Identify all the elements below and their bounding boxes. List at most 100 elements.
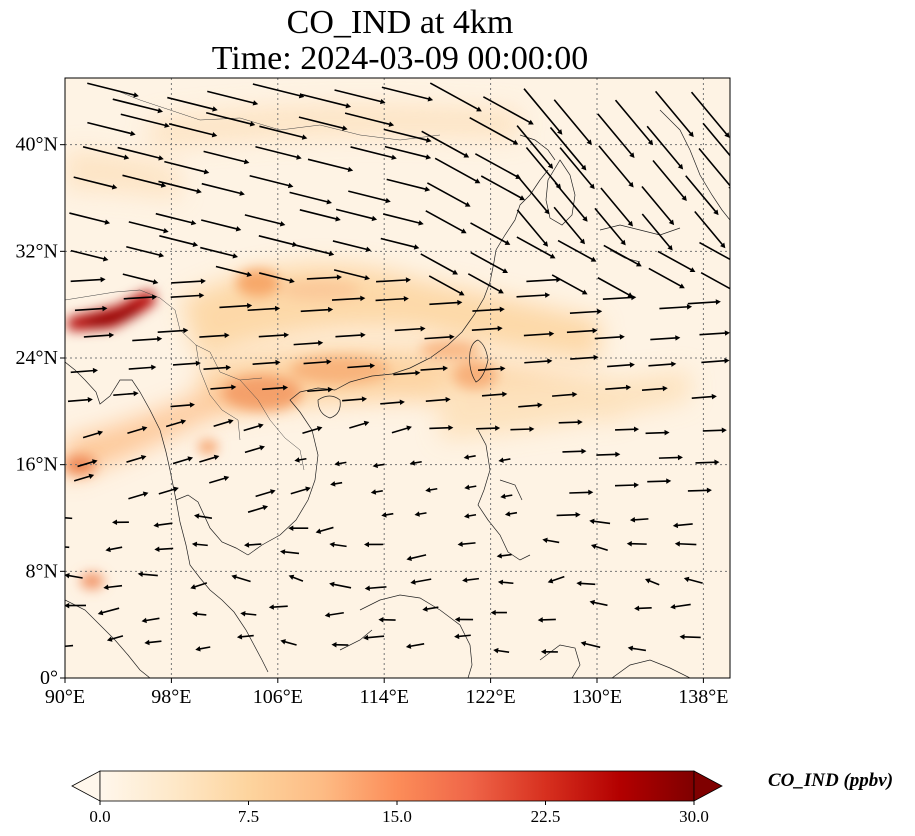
wind-arrow-head xyxy=(153,522,159,528)
colorbar-extend-low xyxy=(71,770,101,802)
wind-arrow-head xyxy=(279,221,286,227)
map-subtitle-time: Time: 2024-03-09 00:00:00 xyxy=(211,40,589,77)
wind-arrow-shaft xyxy=(252,361,278,365)
x-axis-ticks: 90°E 98°E 106°E 114°E 122°E 130°E 138°E xyxy=(45,678,729,708)
wind-arrow-shaft xyxy=(596,453,618,456)
wind-arrow-head xyxy=(187,456,194,462)
wind-arrow-shaft xyxy=(302,427,320,435)
wind-arrow-head xyxy=(627,645,634,652)
wind-arrow-head xyxy=(498,288,504,294)
wind-arrow-shaft xyxy=(200,246,236,258)
wind-arrow-shaft xyxy=(157,329,186,334)
wind-arrow-shaft xyxy=(602,296,634,300)
wind-arrow-head xyxy=(280,639,286,645)
wind-arrow-shaft xyxy=(123,296,155,300)
wind-arrow-head xyxy=(104,219,111,225)
wind-arrow-head xyxy=(247,302,253,309)
wind-vectors xyxy=(65,82,730,655)
wind-arrow-head xyxy=(189,402,195,408)
wind-arrow-head xyxy=(497,325,503,332)
wind-arrow-shaft xyxy=(243,612,257,616)
wind-arrow-head xyxy=(173,486,179,492)
wind-arrow-shaft xyxy=(526,278,559,283)
wind-arrow-shaft xyxy=(347,364,373,369)
wind-arrow-shaft xyxy=(83,334,112,338)
wind-arrow-shaft xyxy=(249,174,291,187)
wind-arrow-shaft xyxy=(614,484,637,487)
wind-arrow-shaft xyxy=(467,273,502,293)
wind-arrow-shaft xyxy=(699,241,730,261)
wind-arrow-shaft xyxy=(247,506,266,513)
wind-arrow-shaft xyxy=(600,187,632,225)
wind-arrow-head xyxy=(681,195,687,202)
wind-arrow-shaft xyxy=(641,185,673,224)
wind-arrow-head xyxy=(213,454,220,461)
wind-arrow-shaft xyxy=(429,82,480,111)
wind-arrow-head xyxy=(342,125,348,131)
wind-arrow-head xyxy=(331,642,337,648)
wind-arrow-head xyxy=(528,119,534,125)
wind-arrow-head xyxy=(244,542,250,548)
wind-arrow-shaft xyxy=(233,575,251,583)
wind-arrow-shaft xyxy=(165,420,184,428)
wind-arrow-shaft xyxy=(481,393,505,397)
wind-arrow-shaft xyxy=(307,158,351,171)
wind-arrow-shaft xyxy=(82,431,101,439)
wind-arrow-head xyxy=(672,522,679,529)
wind-arrow-shaft xyxy=(335,334,363,338)
wind-arrow-shaft xyxy=(421,130,467,157)
wind-arrow-shaft xyxy=(122,273,156,284)
wind-arrow-head xyxy=(287,182,294,189)
wind-arrow-shaft xyxy=(158,180,200,193)
wind-arrow-head xyxy=(442,365,449,372)
wind-arrow-head xyxy=(406,425,412,431)
y-tick-label: 8°N xyxy=(26,560,58,582)
wind-arrow-shaft xyxy=(482,96,532,124)
wind-arrow-head xyxy=(512,139,519,145)
y-tick-label: 40°N xyxy=(16,134,58,156)
wind-arrow-shaft xyxy=(255,145,299,159)
wind-arrow-shaft xyxy=(566,329,595,334)
wind-arrow-shaft xyxy=(469,116,517,144)
wind-arrow-shaft xyxy=(540,618,556,621)
wind-arrow-head xyxy=(379,98,386,105)
wind-arrow-shaft xyxy=(376,279,409,283)
wind-arrow-head xyxy=(683,576,690,583)
wind-arrow-head xyxy=(666,478,672,484)
wind-arrow-shaft xyxy=(255,490,273,498)
wind-arrow-shaft xyxy=(460,542,476,546)
wind-arrow-shaft xyxy=(291,575,304,582)
wind-arrow-head xyxy=(577,419,583,425)
wind-arrow-shaft xyxy=(244,446,263,454)
wind-arrow-head xyxy=(647,139,654,146)
wind-arrow-head xyxy=(92,367,99,374)
wind-arrow-shaft xyxy=(303,360,329,365)
wind-arrow-shaft xyxy=(350,146,395,159)
wind-arrow-shaft xyxy=(112,98,161,112)
wind-arrow-head xyxy=(463,454,470,460)
wind-arrow-shaft xyxy=(147,640,162,644)
wind-arrow-head xyxy=(540,649,546,655)
wind-arrow-head xyxy=(199,292,205,299)
wind-arrow-head xyxy=(330,481,336,487)
wind-arrow-shaft xyxy=(510,428,532,431)
wind-arrow-head xyxy=(706,487,712,494)
wind-arrow-shaft xyxy=(545,539,560,544)
wind-arrow-head xyxy=(549,331,555,337)
wind-arrow-head xyxy=(581,164,587,171)
wind-arrow-head xyxy=(581,448,587,455)
y-tick-label: 32°N xyxy=(16,240,58,262)
wind-arrow-head xyxy=(418,220,424,226)
wind-arrow-shaft xyxy=(425,210,465,233)
wind-arrow-head xyxy=(586,139,592,145)
wind-arrow-head xyxy=(246,271,253,277)
wind-arrow-shaft xyxy=(393,371,418,376)
wind-arrow-head xyxy=(294,457,300,463)
wind-arrow-head xyxy=(100,276,106,283)
wind-arrow-head xyxy=(328,250,335,257)
wind-arrow-shaft xyxy=(132,337,160,342)
wind-arrow-shaft xyxy=(496,649,510,653)
wind-arrow-head xyxy=(157,336,163,342)
wind-arrow-head xyxy=(686,304,693,310)
